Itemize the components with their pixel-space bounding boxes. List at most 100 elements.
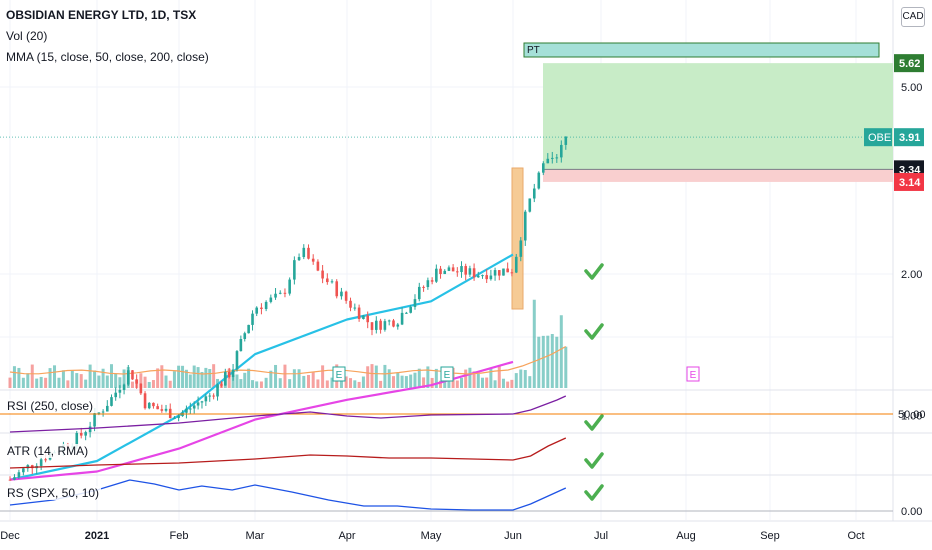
volume-bar <box>184 369 188 388</box>
volume-bar <box>196 367 200 388</box>
ticker-tag <box>864 128 892 147</box>
volume-bar <box>366 366 370 388</box>
pt-badge <box>894 54 924 73</box>
candlesticks <box>8 136 568 481</box>
volume-bar <box>506 381 510 388</box>
volume-bar <box>212 364 216 388</box>
volume-bar <box>75 373 79 388</box>
volume-bar <box>264 377 268 388</box>
rsi-label[interactable]: RSI (250, close) <box>5 399 96 413</box>
volume-bar <box>122 369 126 388</box>
stop-zone <box>543 169 893 182</box>
earnings-marker <box>440 366 454 382</box>
volume-bar <box>455 380 459 388</box>
candle-body <box>451 267 455 272</box>
candle-body <box>541 163 545 173</box>
volume-bar <box>370 364 374 388</box>
ma200-line <box>9 360 514 481</box>
volume-bar <box>251 380 255 388</box>
candle-body <box>208 395 212 397</box>
candle-body <box>243 333 247 339</box>
vol-legend[interactable]: Vol (20) <box>6 29 48 43</box>
candle-body <box>559 144 563 158</box>
time-tick-label: Mar <box>246 530 265 542</box>
candle-body <box>426 280 430 288</box>
atr-line <box>9 437 567 469</box>
candle-body <box>435 268 438 282</box>
volume-bar <box>118 377 122 388</box>
volume-bar <box>497 366 501 388</box>
position-zones: PT <box>0 42 893 310</box>
volume-bar <box>192 365 196 388</box>
time-tick-label: Aug <box>676 530 696 542</box>
volume-bar <box>188 374 192 388</box>
pt-label: PT <box>527 45 540 56</box>
candle-body <box>422 286 425 288</box>
candle-body <box>430 280 434 282</box>
volume-bar <box>426 366 430 388</box>
volume-bar <box>361 376 365 388</box>
candle-body <box>185 408 188 413</box>
volume-bar <box>546 335 550 388</box>
volume-bar <box>259 381 263 388</box>
volume-bar <box>396 372 400 388</box>
volume-bar <box>30 364 34 388</box>
volume-bar <box>422 377 426 388</box>
candle-body <box>283 292 287 294</box>
volume-bar <box>316 379 320 388</box>
volume-bar <box>160 365 164 388</box>
volume-bar <box>339 381 343 388</box>
candle-body <box>405 312 408 314</box>
volume-bar <box>164 375 168 388</box>
volume-bar <box>181 365 185 388</box>
candle-body <box>506 268 509 273</box>
volume-bar <box>400 375 404 388</box>
candle-body <box>22 468 25 473</box>
candle-body <box>293 260 296 280</box>
candle-body <box>537 172 541 189</box>
volume-bar <box>231 374 235 388</box>
volume-bar <box>130 381 134 388</box>
check-icon <box>584 263 604 280</box>
candle-body <box>357 307 361 319</box>
volume-bar <box>514 373 518 388</box>
candle-body <box>156 406 159 410</box>
mma-legend[interactable]: MMA (15, close, 50, close, 200, close) <box>6 50 209 64</box>
time-tick-label: Jul <box>594 530 608 542</box>
volume-bar <box>519 369 523 388</box>
candle-body <box>126 370 130 385</box>
time-tick-label: Apr <box>338 530 355 542</box>
rs-label[interactable]: RS (SPX, 50, 10) <box>5 486 102 500</box>
indicator-panes <box>0 395 893 512</box>
candle-body <box>297 257 301 261</box>
check-icon <box>584 484 604 501</box>
volume-bar <box>532 299 536 388</box>
time-tick-label: Jun <box>504 530 522 542</box>
candle-body <box>564 136 568 145</box>
volume-bar <box>555 336 559 388</box>
currency-button[interactable]: CAD <box>901 7 925 27</box>
volume-bar <box>480 377 484 388</box>
volume-bar <box>177 365 181 388</box>
candle-body <box>44 459 47 461</box>
volume-bar <box>26 373 30 388</box>
candle-body <box>396 324 400 327</box>
volume-bar <box>325 380 329 388</box>
time-tick-label: 2021 <box>85 530 109 542</box>
rsi-line <box>9 395 567 433</box>
moving-averages <box>9 253 567 481</box>
candle-body <box>417 286 421 300</box>
candle-body <box>383 321 387 330</box>
volume-bar <box>243 372 247 388</box>
candle-body <box>362 315 365 319</box>
volume-bar <box>21 377 25 388</box>
candle-body <box>550 157 554 159</box>
volume-bar <box>434 368 438 388</box>
last-price-badge-label: 3.91 <box>899 132 920 144</box>
candle-body <box>326 278 329 283</box>
check-icon <box>584 452 604 469</box>
volume-bar <box>430 377 434 388</box>
candle-body <box>139 383 143 394</box>
atr-label[interactable]: ATR (14, RMA) <box>5 444 91 458</box>
